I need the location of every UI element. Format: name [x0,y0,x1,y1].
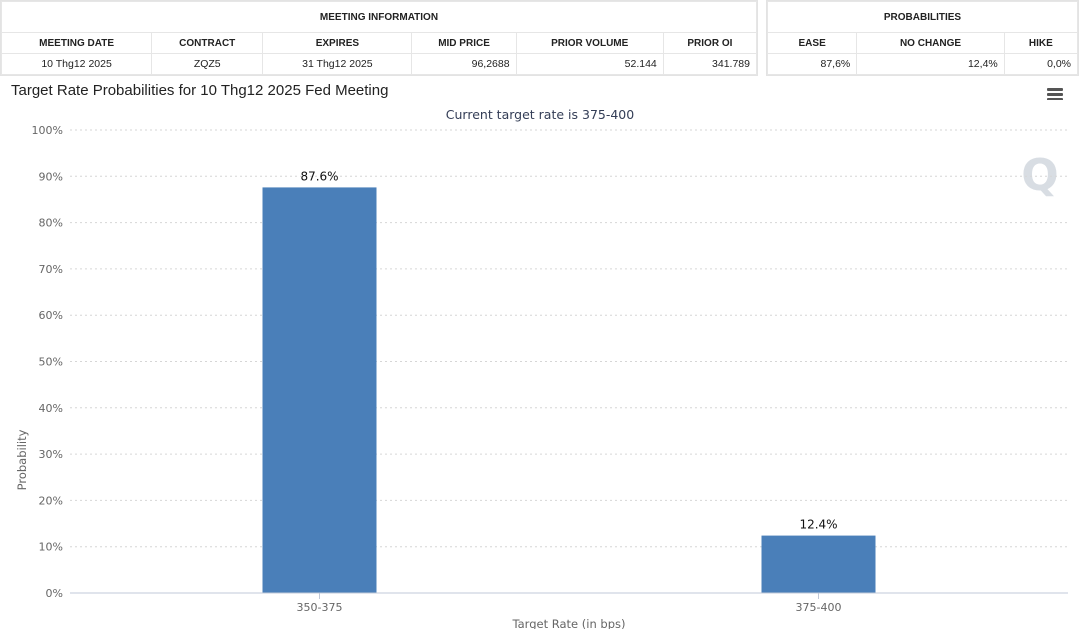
mid-price-value: 96,2688 [411,53,517,75]
hamburger-menu-icon[interactable] [1047,88,1063,101]
q-logo-icon: Q [1021,150,1058,201]
y-tick-label: 80% [39,217,63,230]
y-tick-label: 20% [39,494,63,507]
table-row: 10 Thg12 2025 ZQZ5 31 Thg12 2025 96,2688… [0,53,758,75]
y-tick-label: 60% [39,309,63,322]
probabilities-heading: PROBABILITIES [767,1,1078,33]
hike-value: 0,0% [1003,53,1079,75]
bar-chart: Current target rate is 375-400 Q 0% 10% 20… [0,100,1079,629]
y-tick-label: 40% [39,402,63,415]
bar-375-400[interactable] [761,535,876,593]
probabilities-table: PROBABILITIES EASE NO CHANGE HIKE 87,6% … [766,1,1079,75]
x-axis-title: Target Rate (in bps) [512,617,626,629]
col-hike: HIKE [1003,32,1079,54]
meeting-information-panel: MEETING INFORMATION MEETING DATE CONTRAC… [0,0,758,76]
data-label: 12.4% [799,518,837,532]
data-label: 87.6% [300,169,338,183]
col-mid-price: MID PRICE [411,32,517,54]
prior-oi-value: 341.789 [662,53,758,75]
chart-title: Target Rate Probabilities for 10 Thg12 2… [11,82,389,99]
bar-350-375[interactable] [262,187,377,594]
prior-volume-value: 52.144 [515,53,664,75]
col-prior-oi: PRIOR OI [662,32,758,54]
col-meeting-date: MEETING DATE [0,32,153,54]
ease-value: 87,6% [766,53,858,75]
chart-subtitle: Current target rate is 375-400 [446,107,634,122]
y-tick-label: 90% [39,170,63,183]
col-contract: CONTRACT [151,32,264,54]
y-tick-label: 10% [39,541,63,554]
y-tick-label: 30% [39,448,63,461]
expires-value: 31 Thg12 2025 [262,53,413,75]
col-ease: EASE [766,32,858,54]
y-tick-label: 70% [39,263,63,276]
col-expires: EXPIRES [262,32,413,54]
probabilities-panel: PROBABILITIES EASE NO CHANGE HIKE 87,6% … [766,0,1079,76]
col-no-change: NO CHANGE [856,32,1005,54]
x-tick-label: 375-400 [796,601,842,614]
svg-text:Q: Q [1021,150,1058,201]
table-row: 87,6% 12,4% 0,0% [766,53,1079,75]
y-axis-title: Probability [15,429,29,490]
y-tick-label: 50% [39,356,63,369]
col-prior-volume: PRIOR VOLUME [515,32,664,54]
meeting-information-heading: MEETING INFORMATION [1,1,757,33]
meeting-information-table: MEETING INFORMATION MEETING DATE CONTRAC… [0,1,758,75]
x-tick-label: 350-375 [297,601,343,614]
no-change-value: 12,4% [856,53,1005,75]
meeting-date-value: 10 Thg12 2025 [0,53,153,75]
y-tick-label: 0% [46,587,63,600]
contract-value: ZQZ5 [151,53,264,75]
y-tick-label: 100% [32,124,63,137]
